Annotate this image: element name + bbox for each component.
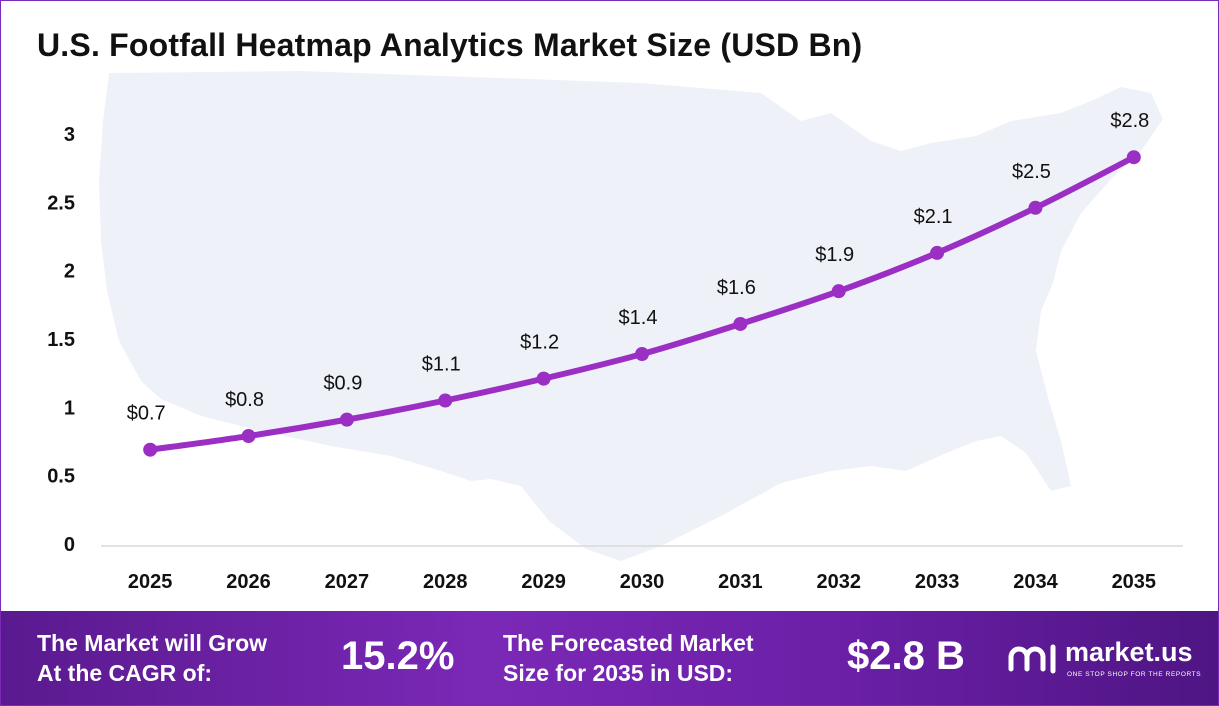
y-tick-label: 3 — [64, 124, 75, 146]
data-point-marker — [1028, 200, 1043, 215]
summary-footer: The Market will Grow At the CAGR of: 15.… — [1, 611, 1218, 705]
x-tick-label: 2034 — [1013, 571, 1058, 593]
y-tick-label: 2 — [64, 261, 75, 283]
data-point-marker — [241, 429, 256, 444]
forecast-value: $2.8 B — [847, 634, 965, 678]
logo-name: market.us — [1065, 637, 1193, 667]
data-point-marker — [438, 393, 453, 408]
x-tick-label: 2031 — [718, 571, 763, 593]
data-label: $0.9 — [323, 373, 362, 395]
forecast-label: The Forecasted Market Size for 2035 in U… — [503, 628, 754, 688]
data-point-marker — [733, 316, 748, 331]
data-point-marker — [536, 371, 551, 386]
x-tick-label: 2035 — [1112, 571, 1157, 593]
x-tick-label: 2030 — [620, 571, 665, 593]
data-point-marker — [635, 347, 649, 362]
x-tick-label: 2026 — [226, 571, 271, 593]
data-point-marker — [143, 442, 158, 457]
y-tick-label: 1 — [64, 397, 75, 419]
market-us-logo-icon — [1008, 644, 1056, 674]
forecast-label-line1: The Forecasted Market — [503, 630, 754, 656]
x-tick-label: 2025 — [128, 571, 173, 593]
line-chart: 0 0.5 1 1.5 2 2.5 3 2025 2026 2027 2028 2029 2030 20… — [47, 71, 1183, 593]
x-tick-label: 2027 — [325, 571, 370, 593]
y-tick-label: 0.5 — [47, 466, 75, 488]
x-tick-label: 2028 — [423, 571, 468, 593]
cagr-label: The Market will Grow At the CAGR of: — [37, 628, 267, 688]
logo-tagline: ONE STOP SHOP FOR THE REPORTS — [1067, 671, 1202, 678]
cagr-label-line1: The Market will Grow — [37, 630, 268, 656]
data-label: $1.6 — [717, 277, 756, 299]
data-label: $2.5 — [1012, 161, 1051, 183]
forecast-label-line2: Size for 2035 in USD: — [503, 660, 734, 686]
x-tick-label: 2032 — [816, 571, 861, 593]
y-tick-label: 1.5 — [47, 329, 75, 351]
x-tick-label: 2033 — [915, 571, 960, 593]
data-label: $2.8 — [1110, 110, 1149, 132]
data-label: $1.2 — [520, 332, 559, 354]
cagr-label-line2: At the CAGR of: — [37, 660, 213, 686]
us-map-background — [99, 71, 1163, 561]
data-label: $1.1 — [422, 354, 461, 376]
data-point-marker — [339, 412, 354, 427]
cagr-value: 15.2% — [341, 634, 455, 678]
data-point-marker — [831, 284, 846, 299]
chart-title: U.S. Footfall Heatmap Analytics Market S… — [37, 27, 863, 63]
y-tick-label: 2.5 — [47, 192, 75, 214]
data-point-marker — [930, 245, 945, 260]
data-label: $0.7 — [127, 403, 166, 425]
data-label: $2.1 — [914, 206, 953, 228]
data-label: $1.9 — [815, 244, 854, 266]
y-tick-label: 0 — [64, 534, 75, 556]
x-tick-label: 2029 — [521, 571, 566, 593]
data-label: $0.8 — [225, 389, 264, 411]
data-label: $1.4 — [619, 307, 658, 329]
data-point-marker — [1126, 150, 1141, 165]
